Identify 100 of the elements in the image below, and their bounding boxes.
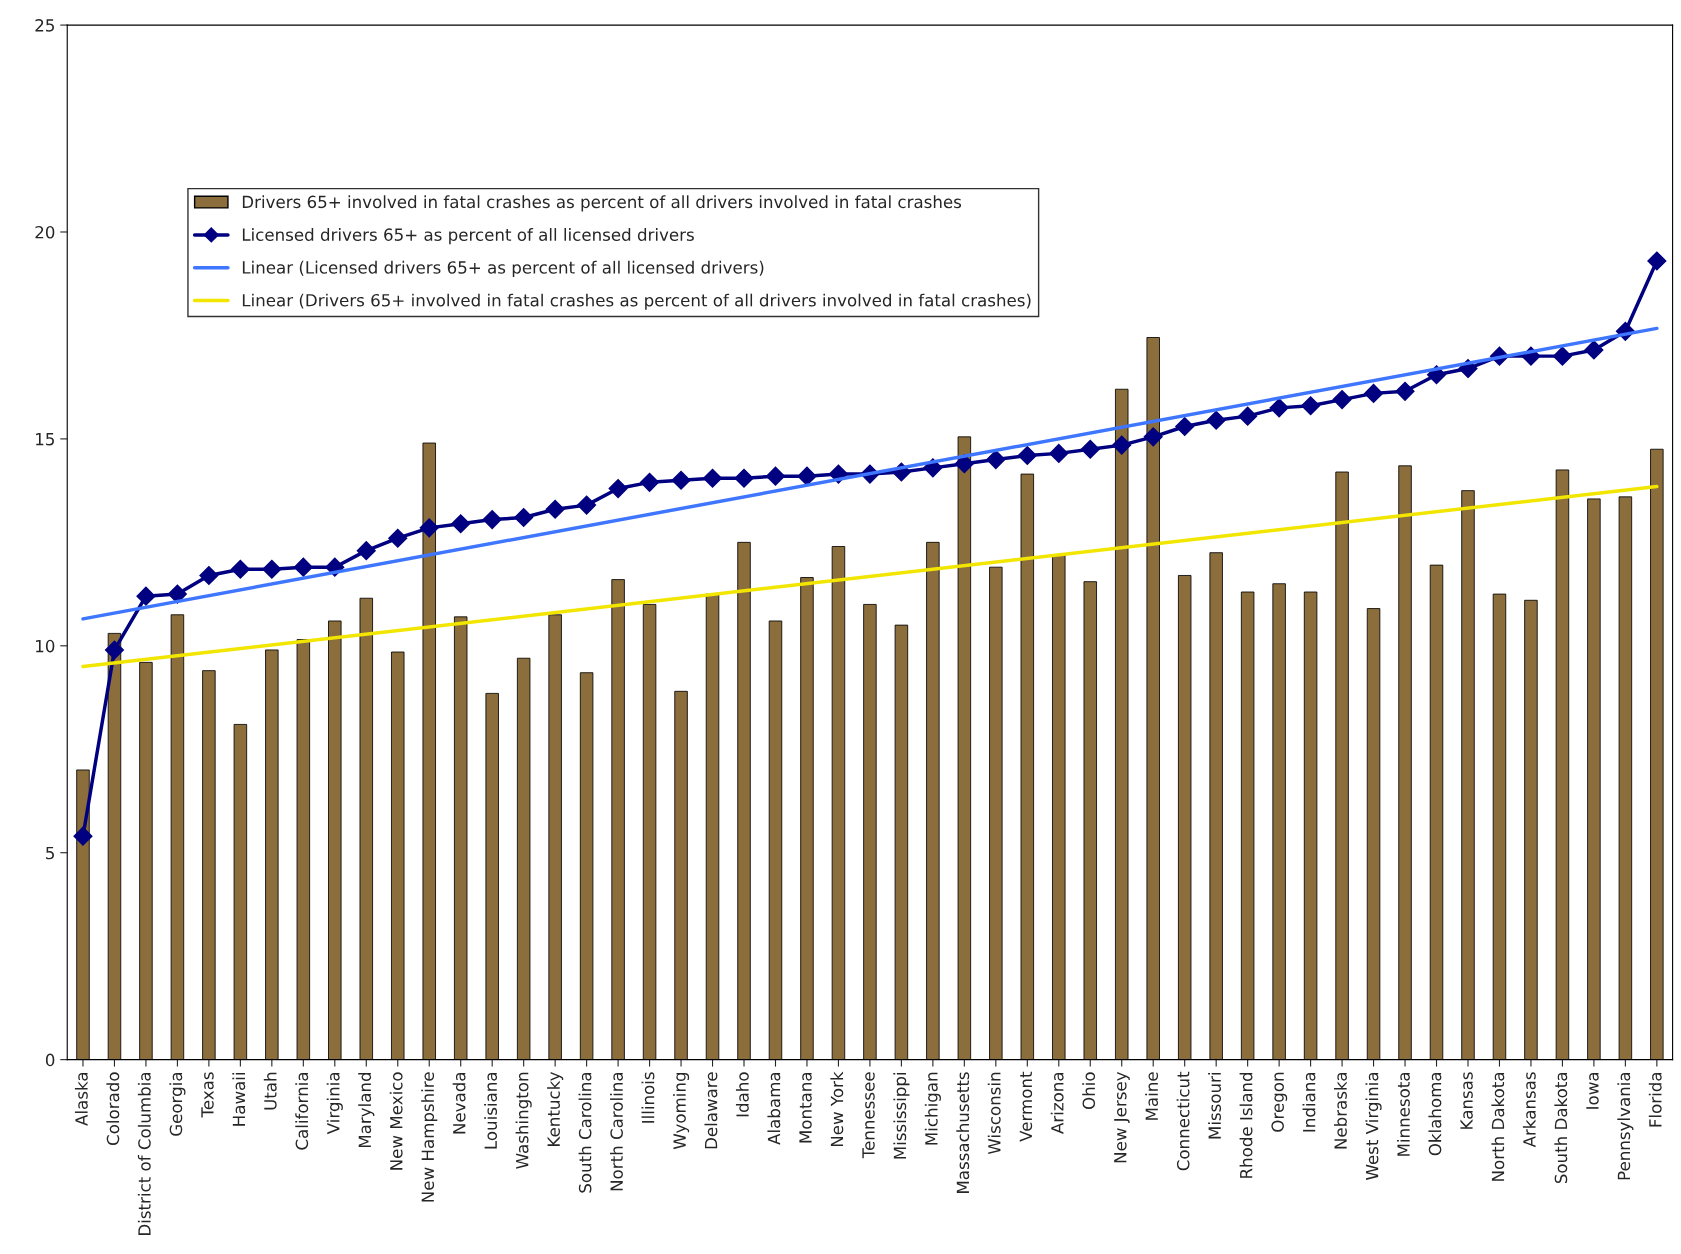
point [1175,416,1195,437]
x-tick-label: Virginia [326,1072,343,1135]
x-tick-label: Montana [799,1072,812,1143]
point [388,528,408,548]
x-tick-label: Vermont [1019,1071,1033,1142]
x-tick-label: Ohio [1082,1072,1096,1110]
x-tick-label: Idaho [735,1072,749,1117]
legend-label: Linear (Licensed drivers 65+ as percent of all licensed drivers) [242,260,764,277]
x-tick-label: New York [830,1071,844,1147]
x-tick-label: Utah [263,1072,277,1110]
point [954,454,974,474]
x-tick-label: Oklahoma [1428,1072,1442,1156]
point [1647,251,1667,271]
point [1049,443,1069,463]
x-tick-label: Alaska [74,1072,88,1126]
x-tick-label: Maine [1145,1072,1159,1120]
legend-label: Linear (Drivers 65+ involved in fatal crashes as percent of all drivers involved in fatal crashes) [242,293,1031,310]
point [765,466,786,486]
x-tick-label: Massachusetts [956,1072,970,1193]
point [262,559,282,579]
point [640,472,660,492]
point [1364,383,1384,403]
point [986,450,1006,470]
point [514,507,534,528]
point [1584,340,1604,360]
x-tick-label: Delaware [704,1072,718,1149]
point [545,499,565,519]
point [230,559,250,579]
point [136,586,156,606]
x-tick-label: Wisconsin [987,1072,1001,1155]
x-tick-label: Pennsylvania [1617,1072,1634,1180]
x-tick-label: Louisiana [484,1072,498,1149]
point [199,565,219,585]
y-tick-label: 10 [36,639,55,653]
point [451,514,471,534]
x-tick-label: Washington [515,1072,532,1169]
point [797,466,817,486]
point [1552,346,1572,366]
x-tick-label: South Carolina [578,1072,592,1193]
y-tick-label: 15 [36,433,54,446]
x-tick-label: Mississippi [893,1073,910,1159]
point [702,468,723,488]
x-tick-label: District of Columbia [137,1072,151,1236]
x-tick-label: Arkansas [1522,1072,1536,1148]
x-tick-label: New Jersey [1114,1071,1130,1163]
point [734,468,754,488]
x-tick-label: Missouri [1208,1073,1222,1139]
point [482,510,502,530]
point [356,541,376,561]
x-tick-label: West Virginia [1365,1072,1382,1180]
point [293,557,313,577]
point [1206,410,1226,430]
point [1332,390,1352,410]
point [1017,445,1037,465]
x-tick-label: Kentucky [547,1071,564,1146]
x-tick-label: Oregon [1271,1072,1288,1132]
point [1269,398,1289,418]
x-tick-label: California [295,1072,309,1150]
x-tick-label: Arizona [1050,1072,1064,1134]
x-tick-label: South Dakota [1554,1072,1568,1184]
point [419,518,439,538]
x-tick-label: North Dakota [1491,1072,1505,1181]
legend-label: Licensed drivers 65+ as percent of all licensed drivers [242,228,694,245]
point [167,584,187,604]
point [104,640,124,660]
point [1395,381,1415,401]
x-tick-label: New Mexico [389,1072,403,1170]
point [1080,439,1100,459]
x-tick-label: Hawaii [232,1073,246,1126]
x-tick-label: Iowa [1586,1072,1599,1109]
x-tick-label: Illinois [641,1072,655,1123]
y-tick-label: 0 [45,1053,55,1067]
point [671,470,691,490]
x-tick-label: Georgia [169,1072,186,1136]
point [608,479,628,499]
x-tick-label: Tennessee [862,1072,875,1159]
x-tick-label: Wyoming [672,1072,690,1150]
x-tick-label: Indiana [1302,1072,1316,1132]
x-tick-label: Texas [201,1072,214,1118]
x-tick-label: Maryland [358,1072,375,1148]
x-tick-label: Kansas [1460,1072,1473,1129]
legend-label: Drivers 65+ involved in fatal crashes as percent of all drivers involved in fatal crashes [242,195,962,212]
point [1112,435,1132,455]
x-tick-label: Nebraska [1334,1072,1347,1149]
x-tick-label: Michigan [924,1072,941,1145]
x-tick-label: New Hampshire [421,1072,438,1202]
x-tick-label: Nevada [452,1072,466,1134]
x-tick-label: Alabama [767,1072,781,1145]
x-tick-label: North Carolina [610,1072,623,1191]
y-tick-label: 5 [46,846,54,860]
x-tick-label: Florida [1648,1072,1662,1127]
x-tick-label: Colorado [106,1072,120,1146]
point [577,495,597,515]
point [73,826,93,846]
x-tick-label: Connecticut [1176,1071,1190,1171]
point [1301,396,1321,416]
point [1238,406,1258,426]
y-tick-label: 20 [35,225,55,239]
y-tick-label: 25 [35,19,54,32]
x-tick-label: Rhode Island [1239,1072,1253,1178]
